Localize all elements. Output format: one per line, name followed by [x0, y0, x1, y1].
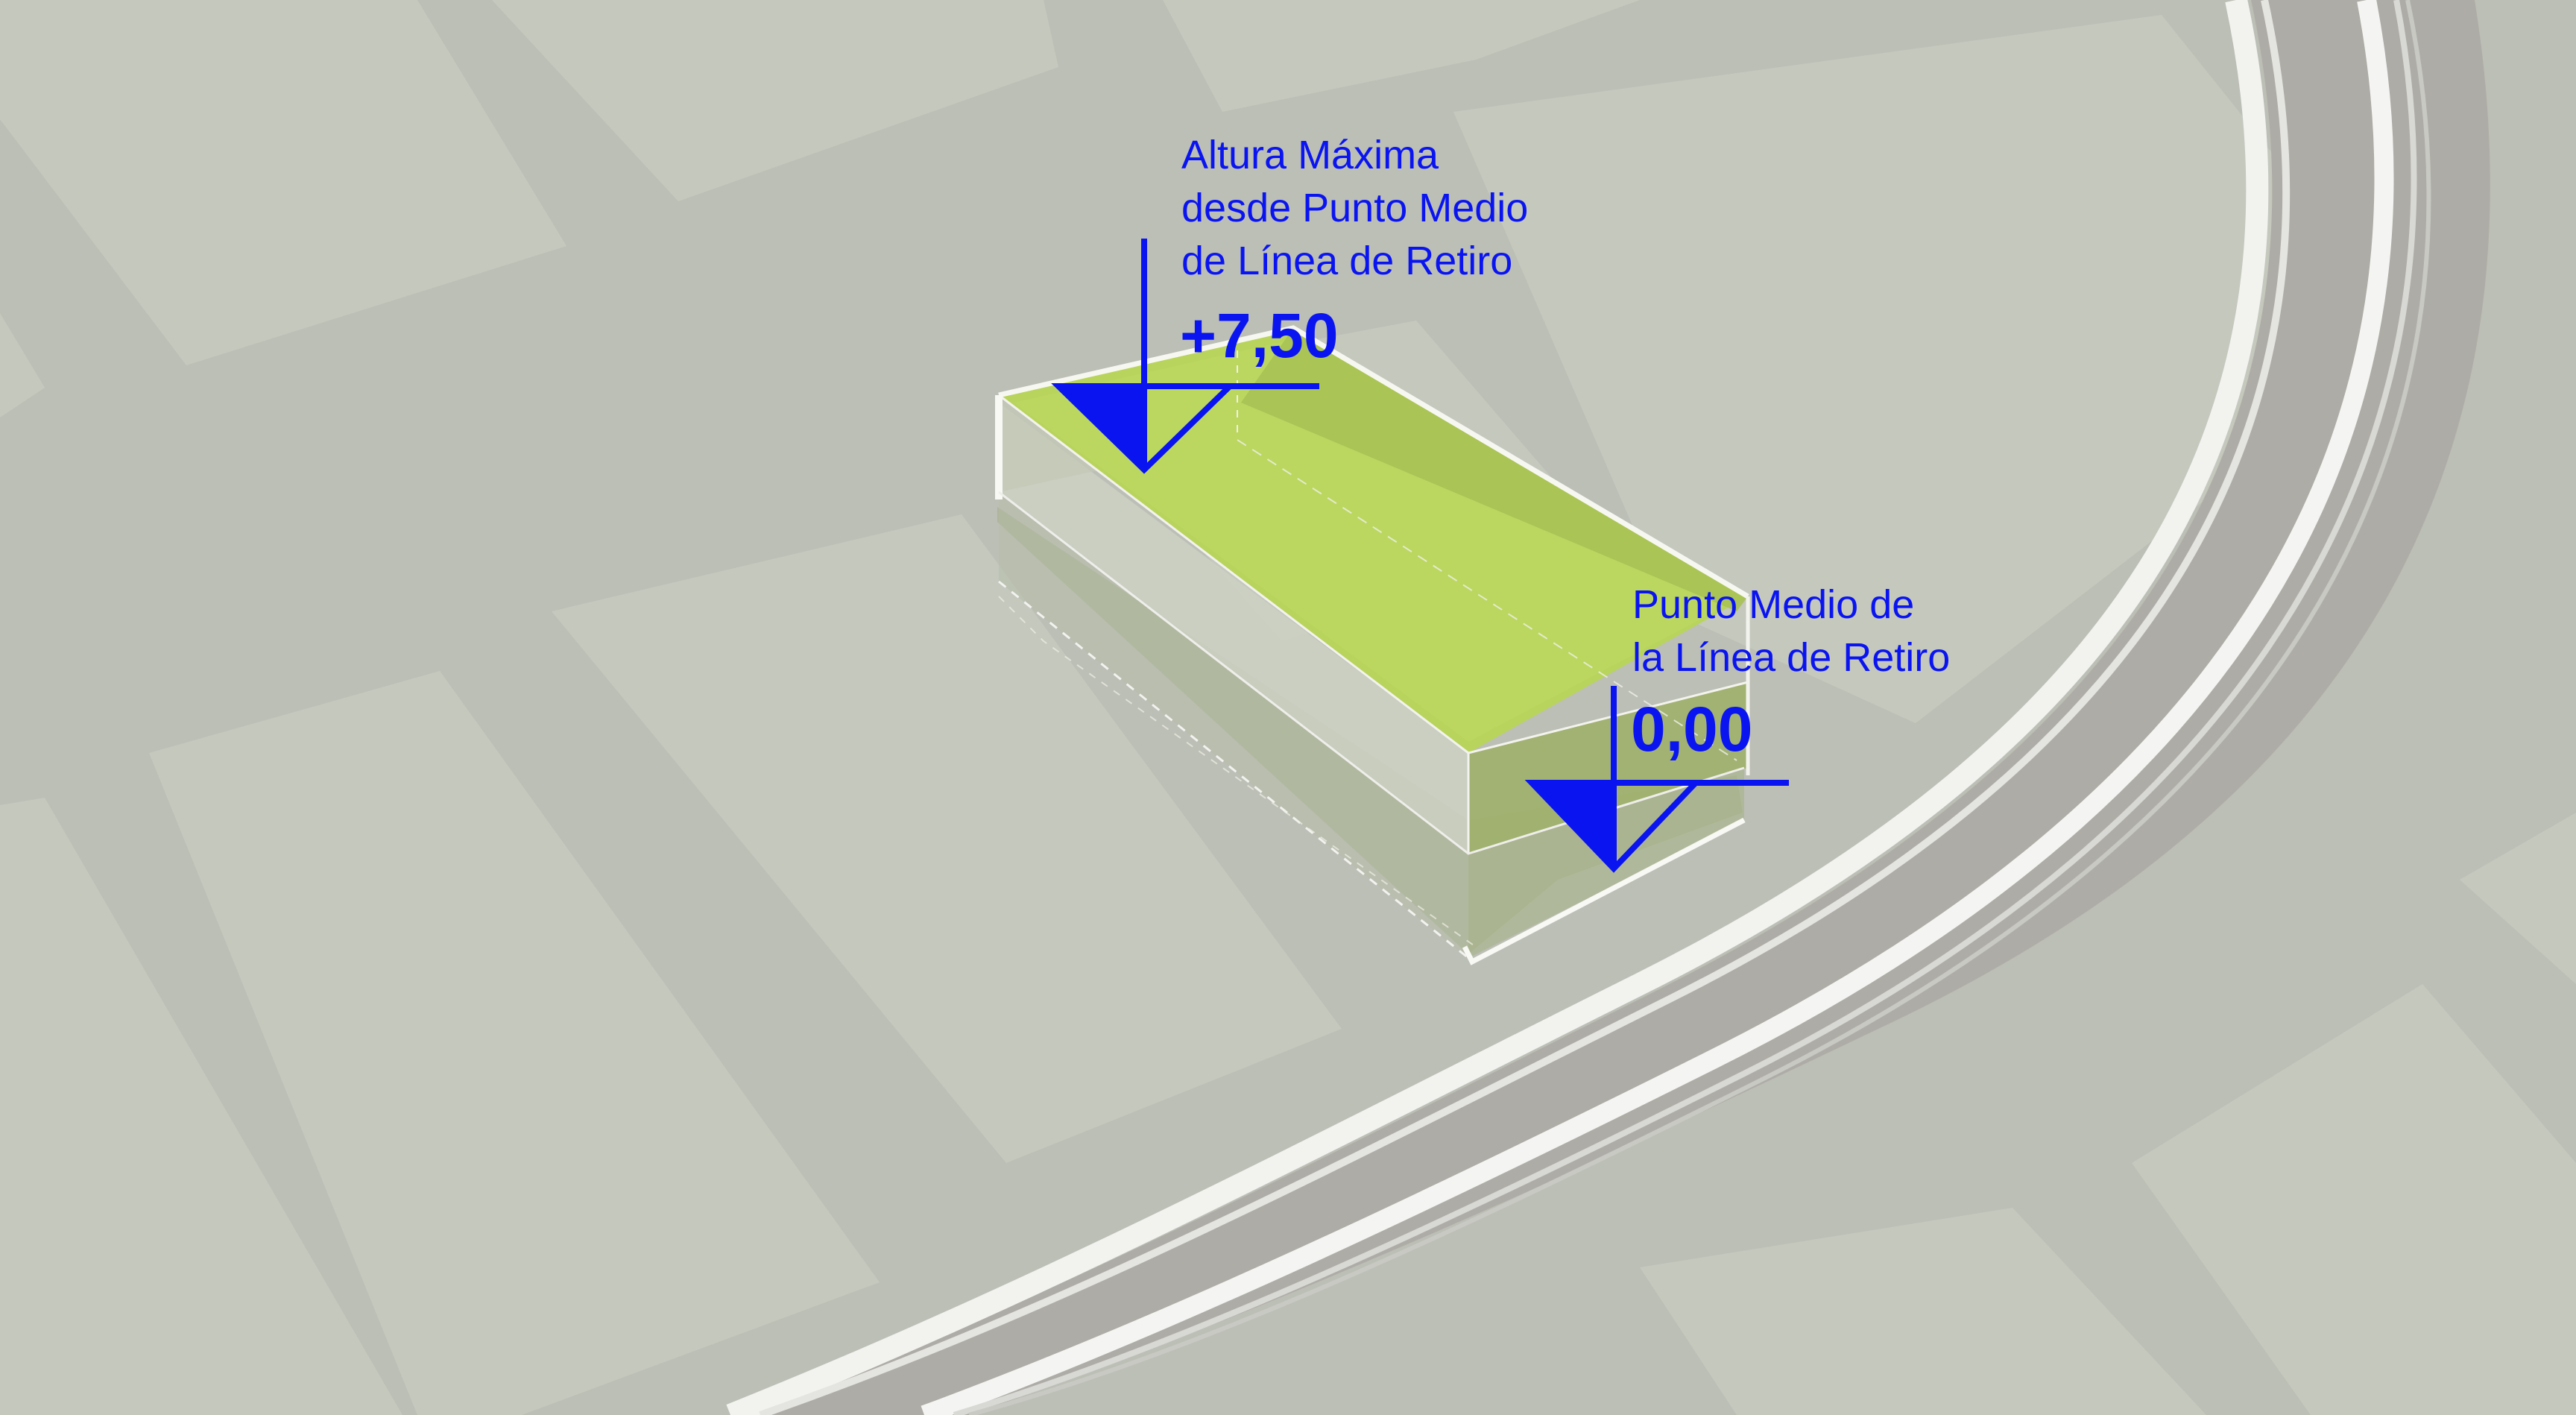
- road-curb-outer: [921, 0, 2394, 1415]
- upper-marker-triangle: [1051, 383, 1237, 474]
- lower-elevation-value: 0,00: [1631, 694, 1753, 764]
- lower-marker-triangle: [1524, 780, 1703, 873]
- upper-marker-label: Altura Máxima desde Punto Medio de Línea…: [1181, 129, 1528, 288]
- upper-elevation-value: +7,50: [1180, 300, 1339, 371]
- road-curb-inner: [726, 0, 2269, 1415]
- city-block: [1640, 1208, 2206, 1415]
- city-block: [2460, 813, 2576, 984]
- city-block: [1163, 0, 1640, 112]
- volume-end-face: [1468, 682, 1748, 854]
- lower-elevation-marker: [1524, 686, 1789, 873]
- volume-hidden-line: [998, 580, 1469, 959]
- city-block: [0, 313, 45, 417]
- curved-road: [745, 0, 2490, 1415]
- volume-hidden-line: [1237, 439, 1737, 761]
- volume-edge-base: [1462, 817, 1746, 965]
- road-edge-line: [968, 0, 2431, 1415]
- upper-label-line: Altura Máxima: [1181, 133, 1439, 177]
- volume-base-front: [999, 492, 1468, 958]
- city-block: [0, 798, 402, 1415]
- road-curb-inner-line: [759, 0, 2291, 1415]
- lower-label-line: Punto Medio de: [1632, 582, 1915, 627]
- volume-front-face: [999, 403, 1468, 854]
- city-block: [0, 0, 566, 365]
- upper-elevation-marker: [1051, 239, 1319, 474]
- volume-top-inner: [1014, 339, 1737, 742]
- lower-label-line: la Línea de Retiro: [1632, 635, 1951, 680]
- volume-hidden-line: [998, 596, 1477, 948]
- upper-label-line: desde Punto Medio: [1181, 186, 1529, 230]
- volume-edge-top: [998, 325, 1749, 599]
- city-block: [2132, 984, 2576, 1415]
- city-block: [149, 671, 880, 1415]
- road-curb-outer-line: [953, 0, 2417, 1415]
- city-block: [552, 514, 1342, 1163]
- city-block: [492, 0, 1058, 201]
- lower-marker-label: Punto Medio de la Línea de Retiro: [1632, 579, 1950, 684]
- volume-edge-lower: [998, 491, 1745, 855]
- volume-back-wall: [1241, 328, 1748, 611]
- upper-label-line: de Línea de Retiro: [1181, 239, 1513, 283]
